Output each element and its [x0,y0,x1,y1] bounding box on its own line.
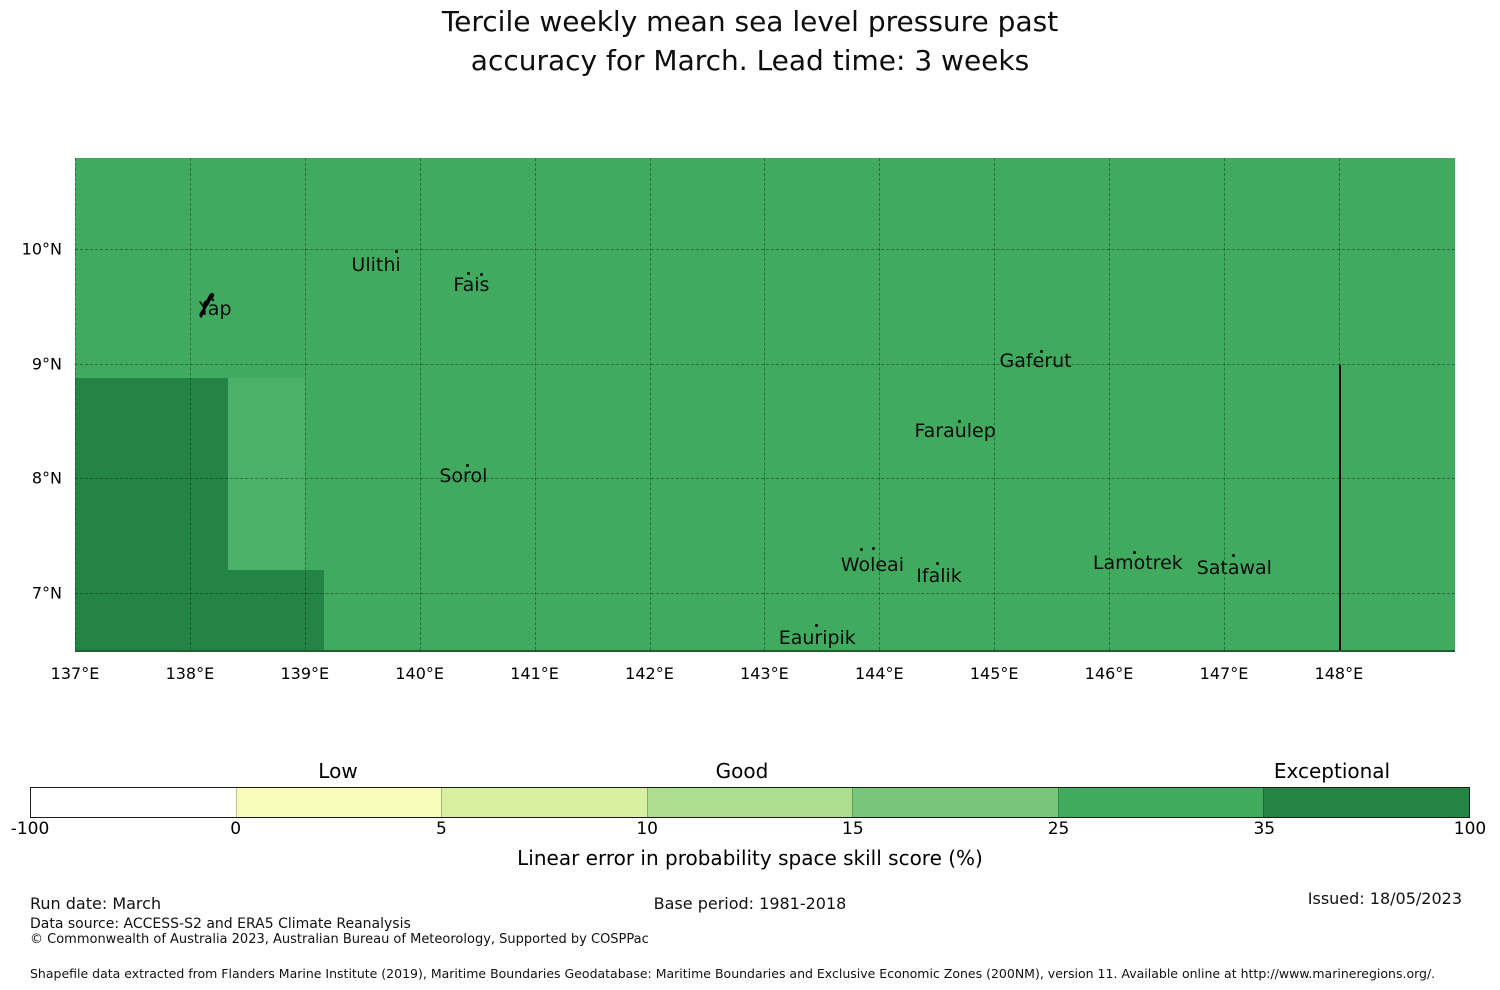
chart-title: Tercile weekly mean sea level pressure p… [0,2,1500,80]
chart-title-line2: accuracy for March. Lead time: 3 weeks [470,44,1030,77]
island-label-gaferut: Gaferut [999,350,1072,373]
colorbar-tick-10: 10 [636,819,658,839]
colorbar-tick-0: 0 [230,819,242,839]
island-label-fais: Fais [453,273,490,296]
island-label-ulithi: Ulithi [351,254,401,277]
gridline-lon [994,158,996,650]
colorbar-segment-35-to-100 [1263,788,1470,817]
gridline-lat [75,249,1455,250]
gridline-lat [75,593,1455,594]
x-tick-142°E: 142°E [625,664,674,683]
island-dot-lamotrek [1132,551,1136,555]
colorbar-tick--100: -100 [10,819,50,839]
eez-boundary-line [1339,365,1341,650]
island-dot-satawal [1232,553,1236,557]
colorbar-tick-5: 5 [436,819,447,839]
issued-date-text: Issued: 18/05/2023 [1307,889,1462,908]
colorbar-category-good: Good [715,759,769,783]
island-label-satawal: Satawal [1196,556,1272,579]
island-label-ifalik: Ifalik [916,564,962,587]
gridline-lon [419,158,421,650]
x-tick-140°E: 140°E [395,664,445,683]
island-dot-gaferut [1039,350,1043,354]
y-tick-8°N: 8°N [31,468,62,488]
colorbar-tick-35: 35 [1253,819,1276,839]
gridline-lon [1224,158,1225,650]
x-tick-138°E: 138°E [165,664,215,683]
colorbar-tick-100: 100 [1453,819,1487,839]
copyright-text: © Commonwealth of Australia 2023, Austra… [30,932,649,947]
skill-region-exceptional-south [228,570,324,650]
island-label-woleai: Woleai [840,554,904,577]
colorbar-segment--100-to-0 [31,788,236,817]
colorbar-segment-5-to-10 [441,788,647,817]
island-dot-eauripik [815,623,819,627]
colorbar-tick-25: 25 [1047,819,1070,839]
island-dot-woleai [860,548,864,552]
x-tick-141°E: 141°E [510,664,559,683]
gridline-lon [1109,158,1111,650]
colorbar-tick-15: 15 [842,819,864,839]
x-tick-137°E: 137°E [50,664,100,683]
x-tick-148°E: 148°E [1314,664,1364,683]
island-dot-ulithi [395,250,399,254]
colorbar-category-low: Low [318,759,358,783]
x-tick-145°E: 145°E [969,664,1019,683]
colorbar-axis-label: Linear error in probability space skill … [517,846,983,870]
colorbar [30,787,1470,818]
gridline-lon [304,158,306,650]
x-tick-139°E: 139°E [280,664,330,683]
x-tick-143°E: 143°E [740,664,789,683]
gridline-lon [189,158,191,650]
gridline-lon [534,158,536,650]
island-dot-fais [467,271,471,275]
chart-title-line1: Tercile weekly mean sea level pressure p… [441,5,1059,38]
gridline-lon [764,158,766,650]
island-dot-woleai [872,547,876,551]
gridline-lat [75,363,1455,365]
island-dot-sorol [466,464,470,468]
skill-region-medium-light [228,378,305,570]
colorbar-segment-25-to-35 [1057,788,1264,817]
data-source-text: Data source: ACCESS-S2 and ERA5 Climate … [30,916,411,932]
y-tick-7°N: 7°N [31,583,62,603]
y-tick-9°N: 9°N [31,354,62,374]
base-period-text: Base period: 1981-2018 [653,894,847,913]
island-dot-faraulep [958,420,962,424]
x-tick-146°E: 146°E [1084,664,1134,683]
x-tick-144°E: 144°E [854,664,904,683]
map-plot: Ulithi Fais Yap Gaferut Faraulep Sorol Woleai I… [75,158,1455,652]
gridline-lon [75,158,76,650]
island-label-faraulep: Faraulep [914,420,996,443]
gridline-lon [649,158,651,650]
shapefile-attribution-text: Shapefile data extracted from Flanders M… [30,966,1436,981]
island-label-lamotrek: Lamotrek [1092,552,1183,575]
island-label-sorol: Sorol [439,465,488,488]
colorbar-segment-0-to-5 [235,788,442,817]
gridline-lon [879,158,881,650]
colorbar-category-exceptional: Exceptional [1273,759,1391,783]
x-tick-147°E: 147°E [1199,664,1249,683]
y-tick-10°N: 10°N [21,239,62,259]
colorbar-segment-15-to-25 [852,788,1058,817]
island-dot-fais [480,272,484,276]
skill-region-exceptional-west [75,378,228,650]
run-date-text: Run date: March [30,894,162,913]
yap-island-shape [196,291,218,325]
island-dot-ifalik [936,561,940,565]
colorbar-segment-10-to-15 [646,788,853,817]
gridline-lat [75,478,1455,480]
island-label-eauripik: Eauripik [778,626,856,649]
